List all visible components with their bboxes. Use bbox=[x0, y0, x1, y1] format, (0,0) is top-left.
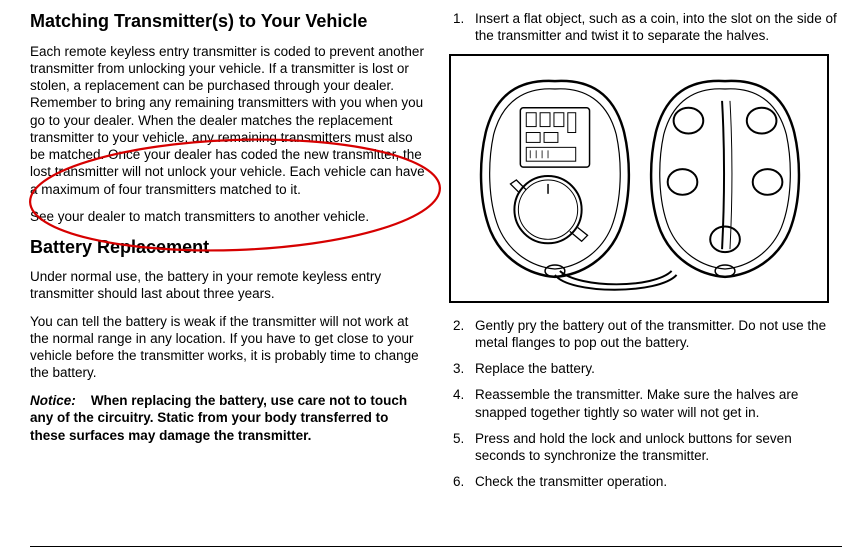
notice-label: Notice: bbox=[30, 393, 76, 408]
step-3-text: Replace the battery. bbox=[475, 361, 595, 376]
step-1-text: Insert a flat object, such as a coin, in… bbox=[475, 11, 837, 43]
steps-list-cont: 2.Gently pry the battery out of the tran… bbox=[449, 317, 839, 491]
para-see-dealer: See your dealer to match transmitters to… bbox=[30, 208, 425, 225]
step-3: 3.Replace the battery. bbox=[449, 360, 839, 377]
para-matching-body: Each remote keyless entry transmitter is… bbox=[30, 43, 425, 198]
step-5: 5.Press and hold the lock and unlock but… bbox=[449, 430, 839, 465]
steps-list: 1.Insert a flat object, such as a coin, … bbox=[449, 10, 839, 45]
step-5-text: Press and hold the lock and unlock butto… bbox=[475, 431, 792, 463]
transmitter-diagram bbox=[449, 54, 829, 303]
step-2-text: Gently pry the battery out of the transm… bbox=[475, 318, 826, 350]
page-footer-rule bbox=[30, 546, 842, 547]
step-2: 2.Gently pry the battery out of the tran… bbox=[449, 317, 839, 352]
step-6-text: Check the transmitter operation. bbox=[475, 474, 667, 489]
step-1: 1.Insert a flat object, such as a coin, … bbox=[449, 10, 839, 45]
heading-battery: Battery Replacement bbox=[30, 237, 425, 258]
right-column: 1.Insert a flat object, such as a coin, … bbox=[449, 10, 839, 500]
heading-matching: Matching Transmitter(s) to Your Vehicle bbox=[30, 10, 425, 33]
left-column: Matching Transmitter(s) to Your Vehicle … bbox=[30, 10, 425, 500]
notice-text: When replacing the battery, use care not… bbox=[30, 393, 407, 443]
notice-block: Notice: When replacing the battery, use … bbox=[30, 392, 425, 445]
para-battery-life: Under normal use, the battery in your re… bbox=[30, 268, 425, 303]
para-battery-weak: You can tell the battery is weak if the … bbox=[30, 313, 425, 382]
step-4-text: Reassemble the transmitter. Make sure th… bbox=[475, 387, 798, 419]
step-4: 4.Reassemble the transmitter. Make sure … bbox=[449, 386, 839, 421]
step-6: 6.Check the transmitter operation. bbox=[449, 473, 839, 490]
